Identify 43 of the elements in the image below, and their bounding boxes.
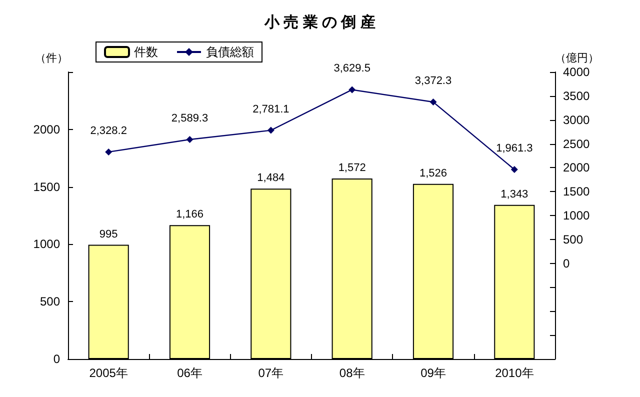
data-label: 3,372.3: [414, 75, 452, 88]
y-tick-label: 1500: [33, 180, 60, 194]
y2-tick-label: 2000: [563, 160, 590, 175]
data-label: 1,526: [419, 167, 448, 180]
data-label: 995: [99, 228, 118, 240]
data-label: 2,589.3: [171, 112, 208, 124]
y-tick-label: 2000: [33, 122, 60, 136]
x-tick-label: 06年: [177, 366, 202, 380]
chart-title: 小 売 業 の 倒 産: [264, 13, 376, 31]
point: [267, 126, 274, 134]
point: [186, 136, 194, 143]
point: [510, 166, 518, 174]
point: [430, 98, 437, 106]
data-label: 1,961.3: [496, 142, 533, 155]
x-tick-label: 07年: [258, 366, 284, 380]
legend-label: 件数: [134, 45, 158, 59]
data-label: 3,629.5: [334, 62, 370, 75]
data-label: 2,328.2: [90, 124, 127, 137]
y-tick-label: 1000: [33, 237, 60, 252]
legend-label: 負債総額: [206, 45, 254, 59]
y2-tick-label: 0: [563, 256, 570, 270]
x-tick-label: 09年: [420, 366, 446, 380]
y-axis-title: （件）: [35, 52, 68, 64]
x-tick-label: 2010年: [495, 366, 534, 380]
x-tick-label: 2005年: [89, 366, 128, 380]
y2-tick-label: 3000: [563, 112, 590, 127]
y-tick-label: 500: [40, 294, 60, 309]
y2-axis-title: （億円）: [555, 52, 599, 64]
data-label: 1,343: [500, 188, 528, 200]
y2-tick-label: 1500: [563, 184, 590, 199]
y2-tick-label: 3500: [563, 88, 590, 103]
y-tick-label: 0: [53, 352, 60, 366]
data-label: 1,572: [338, 162, 366, 174]
y2-tick-label: 2500: [563, 136, 590, 151]
point: [348, 86, 356, 94]
y2-tick-label: 1000: [563, 208, 590, 222]
data-label: 1,484: [257, 172, 285, 184]
x-tick-label: 08年: [339, 366, 365, 380]
data-label: 2,781.1: [252, 103, 290, 116]
y2-tick-label: 500: [563, 232, 584, 246]
point: [105, 148, 112, 156]
y2-tick-label: 4000: [563, 65, 590, 79]
data-label: 1,166: [176, 208, 204, 221]
